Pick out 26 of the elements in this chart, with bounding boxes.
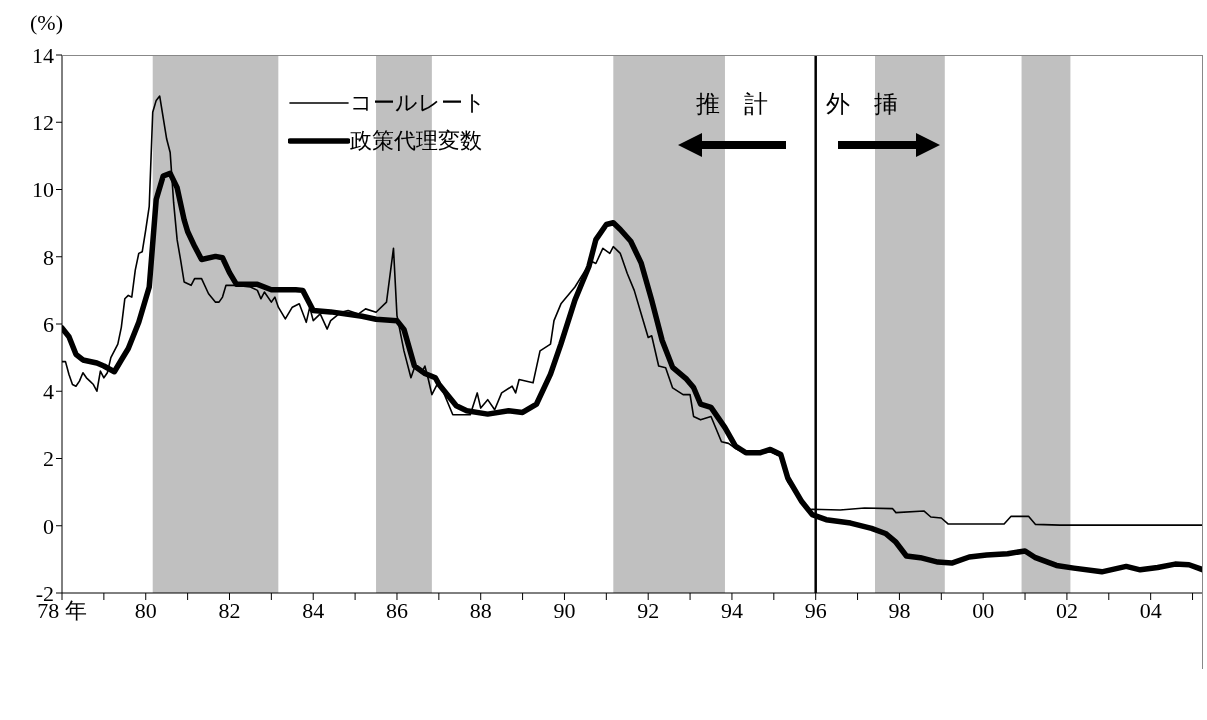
y-tick-label: 6 [43,311,54,337]
y-tick-label: 12 [32,110,54,136]
x-tick-label: 98 [888,597,911,623]
y-tick-label: 14 [32,42,54,68]
x-tick-label: 00 [972,597,995,623]
annotation: 推 計 [696,90,768,119]
x-tick-label: 90 [553,597,576,623]
y-tick-label: 4 [43,379,54,405]
legend-label: コールレート [350,89,486,117]
x-tick-label: 04 [1139,597,1162,623]
y-tick-label: 2 [43,446,54,472]
x-tick-label: 84 [302,597,325,623]
x-tick-label: 86 [385,597,408,623]
x-tick-label: 80 [134,597,157,623]
x-tick-label: 94 [720,597,743,623]
y-axis-title: (%) [30,10,63,36]
x-tick-label: 96 [804,597,827,623]
x-tick-label: 02 [1055,597,1078,623]
x-tick-label: 92 [637,597,660,623]
legend-label: 政策代理変数 [350,127,482,155]
x-tick-label: 82 [218,597,241,623]
y-tick-label: 10 [32,177,54,203]
annotation: 外 挿 [826,90,898,119]
x-tick-label: 88 [469,597,492,623]
y-tick-label: 8 [43,244,54,270]
y-tick-label: 0 [43,513,54,539]
